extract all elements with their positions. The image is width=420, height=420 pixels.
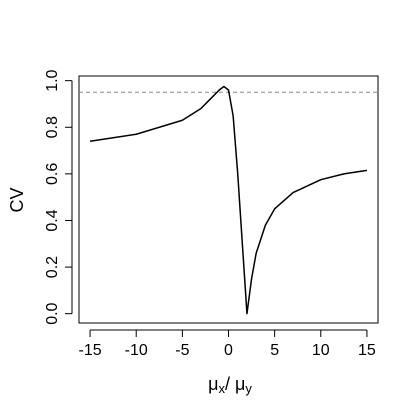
x-tick-label: -15	[79, 342, 102, 359]
x-label-part: x	[219, 381, 226, 396]
y-tick-label: 1.0	[44, 69, 61, 91]
y-axis-label: CV	[7, 187, 27, 212]
x-tick-label: -5	[175, 342, 189, 359]
y-tick-label: 0.6	[44, 163, 61, 185]
x-label-part: μ	[208, 374, 218, 394]
x-tick-label: 15	[358, 342, 376, 359]
x-label-part: / μ	[225, 374, 245, 394]
y-tick-label: 0.2	[44, 256, 61, 278]
x-tick-label: 10	[312, 342, 330, 359]
x-axis-label: μx/ μy	[208, 374, 252, 397]
x-tick-label: 5	[270, 342, 279, 359]
plot-box	[78, 75, 379, 324]
x-tick-label: 0	[224, 342, 233, 359]
data-line	[89, 85, 368, 315]
x-label-part: y	[245, 381, 252, 396]
x-tick-label: -10	[125, 342, 148, 359]
y-tick-label: 0.0	[44, 302, 61, 324]
y-tick-label: 0.8	[44, 116, 61, 138]
y-tick-label: 0.4	[44, 209, 61, 231]
